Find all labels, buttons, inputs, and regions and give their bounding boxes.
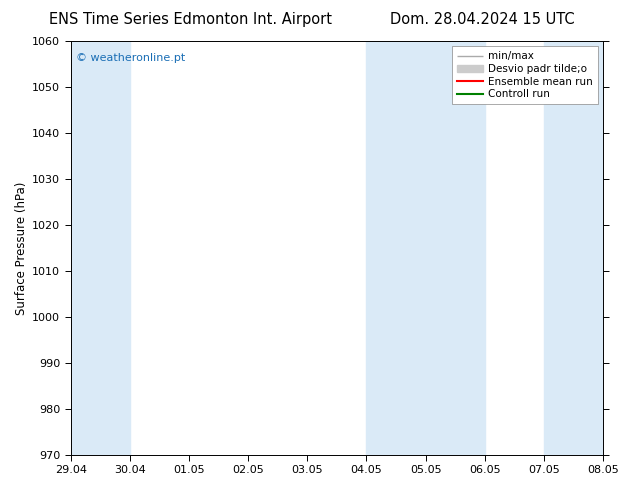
Text: Dom. 28.04.2024 15 UTC: Dom. 28.04.2024 15 UTC [389,12,574,27]
Text: ENS Time Series Edmonton Int. Airport: ENS Time Series Edmonton Int. Airport [49,12,332,27]
Bar [71,41,130,455]
Bar [366,41,485,455]
Bar [544,41,603,455]
Y-axis label: Surface Pressure (hPa): Surface Pressure (hPa) [15,181,28,315]
Text: © weatheronline.pt: © weatheronline.pt [76,53,185,64]
Legend: min/max, Desvio padr tilde;o, Ensemble mean run, Controll run: min/max, Desvio padr tilde;o, Ensemble m… [451,46,598,104]
